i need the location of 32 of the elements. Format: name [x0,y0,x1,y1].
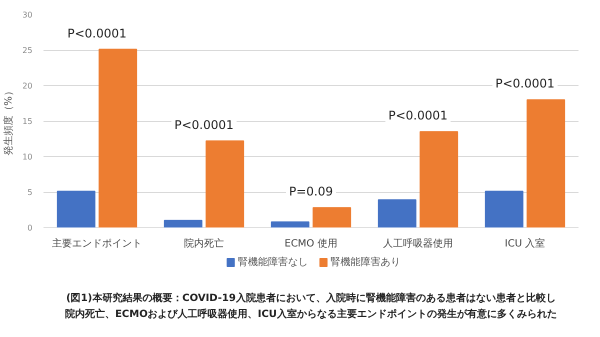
x-tick-label: ECMO 使用 [284,238,338,250]
y-tick-label: 20 [22,82,33,90]
x-tick-label: ICU 入室 [504,238,546,250]
y-tick-label: 5 [27,188,33,197]
y-tick-label: 25 [22,46,33,55]
bar [378,199,416,228]
annotation: P=0.09 [288,184,334,199]
bar [270,221,310,228]
text: (図1)本研究結果の概要：COVID-19入院患者において、入院時に腎機能障害のある患者はない患者と比較し [66,292,556,304]
x-tick-label: 主要エンドポイント [52,238,142,250]
annotation: P<0.0001 [388,108,448,123]
bar [164,220,202,228]
bar [484,190,524,228]
annotation: P<0.0001 [495,76,555,91]
bar [98,48,138,228]
legend-label: 腎機能障害あり [330,256,401,268]
y-tick-label: 10 [22,152,33,162]
bar [526,99,566,228]
legend-label: 腎機能障害なし [238,256,308,268]
y-axis-title: 発生頻度（%） [2,86,14,156]
y-tick-label: 0 [27,224,33,232]
bar [420,131,458,228]
bar [312,207,352,228]
annotation: P<0.0001 [174,118,234,132]
x-tick-label: 人工呼吸器使用 [383,238,453,250]
bar [206,140,244,228]
bar [56,190,96,228]
annotation: P<0.0001 [67,26,127,40]
x-tick-label: 院内死亡 [184,238,224,250]
y-tick-label: 15 [22,117,33,126]
y-tick-label: 30 [22,10,33,20]
text: 院内死亡、ECMOおよび人工呼吸器使用、ICU入室からなる主要エンドポイントの発生が有意に多くみられた [65,308,557,320]
